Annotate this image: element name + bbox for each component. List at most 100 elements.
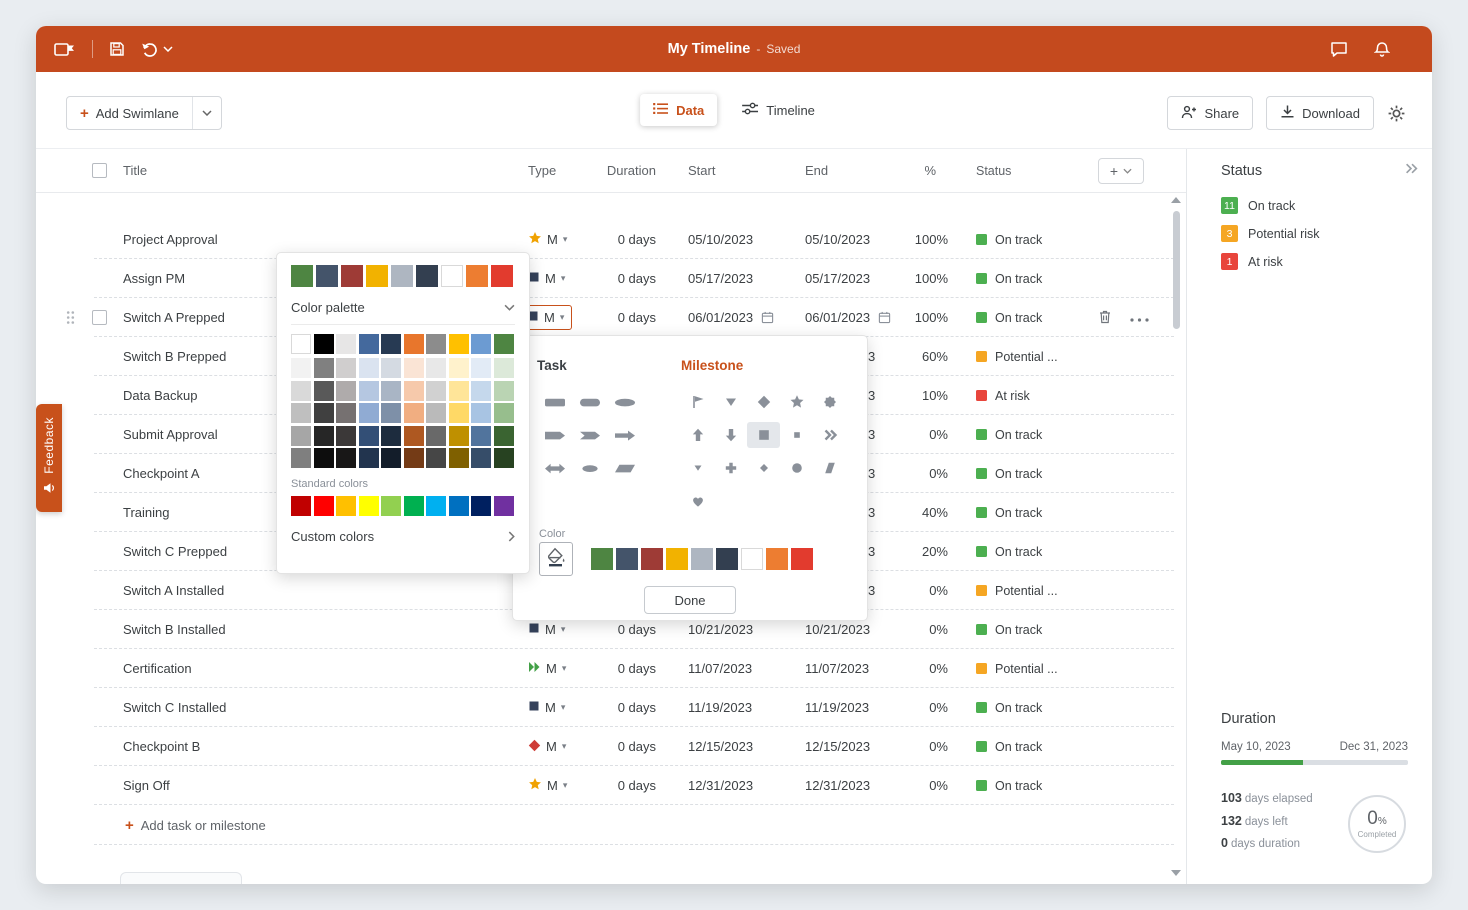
status-cell[interactable]: On track — [976, 779, 1086, 793]
status-cell[interactable]: Potential ... — [976, 662, 1086, 676]
shape-color-swatch[interactable] — [741, 548, 763, 570]
status-cell[interactable]: On track — [976, 740, 1086, 754]
ellipse-shape[interactable] — [607, 389, 642, 415]
shape-color-swatch[interactable] — [691, 548, 713, 570]
theme-color-swatch[interactable] — [336, 358, 356, 378]
theme-color-swatch[interactable] — [403, 380, 424, 401]
standard-color-swatch[interactable] — [381, 496, 401, 516]
theme-color-swatch[interactable] — [313, 334, 334, 354]
header-duration[interactable]: Duration — [606, 163, 656, 178]
shape-color-swatch[interactable] — [716, 548, 738, 570]
share-button[interactable]: Share — [1167, 96, 1254, 130]
status-cell[interactable]: On track — [976, 623, 1086, 637]
end-date-cell[interactable]: 11/07/2023 — [805, 661, 910, 676]
task-title[interactable]: Switch A Prepped — [123, 310, 225, 325]
slant-bar-shape[interactable] — [813, 455, 846, 481]
done-button[interactable]: Done — [644, 586, 736, 614]
status-cell[interactable]: On track — [976, 233, 1086, 247]
standard-color-swatch[interactable] — [426, 496, 446, 516]
plus-shape[interactable] — [714, 455, 747, 481]
theme-color-swatch[interactable] — [291, 448, 311, 468]
theme-color-swatch[interactable] — [471, 448, 491, 468]
seal-shape[interactable] — [813, 389, 846, 415]
chevron-arrow-shape[interactable] — [572, 422, 607, 448]
theme-color-swatch[interactable] — [493, 403, 514, 423]
color-palette-dropdown[interactable]: Color palette — [291, 300, 515, 315]
type-dropdown[interactable]: M ▾ — [528, 231, 567, 248]
task-title[interactable]: Certification — [123, 661, 192, 676]
type-cell[interactable]: M ▾ — [519, 305, 598, 330]
task-title[interactable]: Switch B Installed — [123, 622, 226, 637]
theme-color-swatch[interactable] — [291, 358, 311, 378]
theme-color-swatch[interactable] — [336, 380, 356, 401]
theme-color-swatch[interactable] — [381, 403, 401, 423]
theme-color-swatch[interactable] — [291, 380, 311, 401]
theme-color-swatch[interactable] — [403, 425, 424, 446]
standard-color-swatch[interactable] — [403, 496, 424, 516]
tab-timeline[interactable]: Timeline — [729, 94, 828, 126]
drag-handle-icon[interactable] — [66, 310, 84, 325]
end-date-cell[interactable]: 3 — [805, 349, 910, 364]
add-column-button[interactable]: + — [1098, 157, 1144, 184]
status-cell[interactable]: On track — [976, 272, 1086, 286]
task-title[interactable]: Checkpoint A — [123, 466, 200, 481]
theme-color-swatch[interactable] — [448, 403, 469, 423]
status-cell[interactable]: On track — [976, 506, 1086, 520]
task-title[interactable]: Switch C Prepped — [123, 544, 228, 559]
heart-shape[interactable] — [681, 488, 714, 514]
theme-color-swatch[interactable] — [426, 380, 446, 401]
theme-color-swatch[interactable] — [471, 380, 491, 401]
type-cell[interactable]: M ▾ — [528, 739, 598, 755]
arrow-down-shape[interactable] — [714, 422, 747, 448]
parallelogram-shape[interactable] — [607, 455, 642, 481]
task-title[interactable]: Checkpoint B — [123, 739, 201, 754]
theme-color-swatch[interactable] — [448, 425, 469, 446]
end-date-cell[interactable]: 06/01/2023 — [805, 310, 910, 325]
theme-color-swatch[interactable] — [448, 358, 469, 378]
theme-color-swatch[interactable] — [426, 425, 446, 446]
status-cell[interactable]: On track — [976, 545, 1086, 559]
theme-color-swatch[interactable] — [403, 358, 424, 378]
quick-color-swatch[interactable] — [416, 265, 438, 287]
header-type[interactable]: Type — [528, 163, 557, 178]
theme-color-swatch[interactable] — [448, 448, 469, 468]
header-status[interactable]: Status — [976, 163, 1012, 178]
header-percent[interactable]: % — [924, 163, 936, 178]
start-date-cell[interactable]: 11/19/2023 — [688, 700, 805, 715]
standard-color-swatch[interactable] — [313, 496, 334, 516]
theme-color-swatch[interactable] — [291, 334, 311, 354]
theme-color-swatch[interactable] — [403, 334, 424, 354]
row-checkbox[interactable] — [92, 310, 108, 325]
row-actions[interactable] — [1086, 309, 1186, 327]
quick-color-swatch[interactable] — [491, 265, 513, 287]
fill-bucket-tool[interactable] — [539, 542, 573, 576]
task-title[interactable]: Switch B Prepped — [123, 349, 227, 364]
theme-color-swatch[interactable] — [493, 380, 514, 401]
custom-colors-item[interactable]: Custom colors — [291, 529, 515, 544]
theme-color-swatch[interactable] — [358, 358, 379, 378]
delete-row-icon[interactable] — [1098, 309, 1112, 327]
type-cell[interactable]: M ▾ — [528, 661, 598, 676]
bell-icon[interactable] — [1374, 41, 1390, 58]
theme-color-swatch[interactable] — [336, 334, 356, 354]
collapse-sidebar-icon[interactable] — [1405, 161, 1418, 179]
start-date-cell[interactable]: 12/15/2023 — [688, 739, 805, 754]
theme-color-swatch[interactable] — [313, 380, 334, 401]
theme-color-swatch[interactable] — [493, 358, 514, 378]
theme-color-swatch[interactable] — [426, 403, 446, 423]
comment-icon[interactable] — [1330, 41, 1348, 58]
end-date-cell[interactable]: 12/31/2023 — [805, 778, 910, 793]
status-legend-item[interactable]: 3 Potential risk — [1221, 225, 1418, 242]
end-date-cell[interactable]: 3 — [805, 427, 910, 442]
select-all-checkbox[interactable] — [92, 163, 107, 178]
status-legend-item[interactable]: 11 On track — [1221, 197, 1418, 214]
end-date-cell[interactable]: 3 — [805, 583, 910, 598]
circle-shape[interactable] — [780, 455, 813, 481]
scroll-down-icon[interactable] — [1171, 870, 1181, 876]
task-title[interactable]: Switch A Installed — [123, 583, 225, 598]
triangle-down-shape[interactable] — [714, 389, 747, 415]
end-date-cell[interactable]: 3 — [805, 505, 910, 520]
status-legend-item[interactable]: 1 At risk — [1221, 253, 1418, 270]
table-row[interactable]: Switch B Installed M ▾ 0 days 10/21/2023 10/2… — [36, 610, 1186, 649]
theme-color-swatch[interactable] — [381, 448, 401, 468]
